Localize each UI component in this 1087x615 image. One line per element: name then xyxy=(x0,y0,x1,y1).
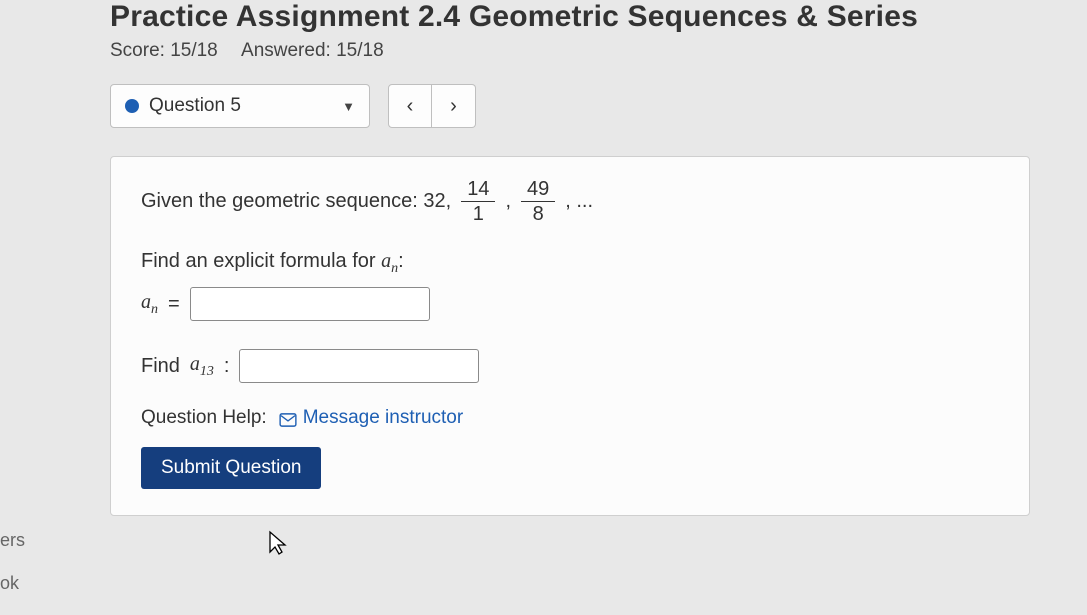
a13-input-row: Find a13 : xyxy=(141,349,999,383)
question-nav: ‹ › xyxy=(388,84,476,128)
comma: , xyxy=(505,190,511,213)
question-card: Given the geometric sequence: 32, 14 1 ,… xyxy=(110,156,1030,516)
colon: : xyxy=(224,355,230,378)
an-label: an xyxy=(141,291,158,318)
message-instructor-link[interactable]: Message instructor xyxy=(279,407,464,429)
question-selector-label: Question 5 xyxy=(149,95,241,117)
var-an: an xyxy=(381,250,398,272)
question-selector[interactable]: Question 5 ▼ xyxy=(110,84,370,128)
a13-input[interactable] xyxy=(239,349,479,383)
mail-icon xyxy=(279,411,297,425)
an-input-row: an = xyxy=(141,287,999,321)
status-dot-icon xyxy=(125,99,139,113)
page-title: Practice Assignment 2.4 Geometric Sequen… xyxy=(110,0,1087,34)
chevron-left-icon: ‹ xyxy=(407,95,414,118)
submit-question-button[interactable]: Submit Question xyxy=(141,447,321,489)
prompt1-text: Find an explicit formula for xyxy=(141,250,381,272)
sidebar-frag-a: ers xyxy=(0,519,25,562)
cursor-icon xyxy=(268,530,288,556)
question-stem: Given the geometric sequence: 32, 14 1 ,… xyxy=(141,179,999,224)
fraction-1: 14 1 xyxy=(461,179,495,224)
var-sub-n: n xyxy=(391,261,398,276)
sidebar-frag-b: ok xyxy=(0,562,25,605)
stem-suffix: , ... xyxy=(565,190,593,213)
answered-value: 15/18 xyxy=(336,40,384,61)
sidebar-fragment: ers ok xyxy=(0,519,25,605)
score-value: 15/18 xyxy=(170,40,218,61)
prev-question-button[interactable]: ‹ xyxy=(388,84,432,128)
fraction-2: 49 8 xyxy=(521,179,555,224)
prompt-explicit-formula: Find an explicit formula for an: xyxy=(141,250,999,277)
a13-a: a xyxy=(190,353,200,375)
next-question-button[interactable]: › xyxy=(432,84,476,128)
fraction-2-den: 8 xyxy=(533,202,544,224)
equals: = xyxy=(168,293,180,316)
var-a13: a13 xyxy=(190,353,214,380)
fraction-1-num: 14 xyxy=(461,179,495,202)
var-a: a xyxy=(381,250,391,272)
fraction-2-num: 49 xyxy=(521,179,555,202)
an-label-sub: n xyxy=(151,302,158,317)
an-input[interactable] xyxy=(190,287,430,321)
an-label-a: a xyxy=(141,291,151,313)
score-line: Score: 15/18 Answered: 15/18 xyxy=(110,40,1087,62)
help-label: Question Help: xyxy=(141,407,267,429)
score-label: Score: xyxy=(110,40,165,61)
chevron-right-icon: › xyxy=(450,95,457,118)
fraction-1-den: 1 xyxy=(473,202,484,224)
answered-label: Answered: xyxy=(241,40,331,61)
question-help: Question Help: Message instructor xyxy=(141,407,999,429)
prompt2-prefix: Find xyxy=(141,355,180,378)
stem-prefix: Given the geometric sequence: 32, xyxy=(141,190,451,213)
chevron-down-icon: ▼ xyxy=(342,99,355,114)
a13-sub: 13 xyxy=(200,364,214,379)
message-instructor-text: Message instructor xyxy=(303,407,464,429)
